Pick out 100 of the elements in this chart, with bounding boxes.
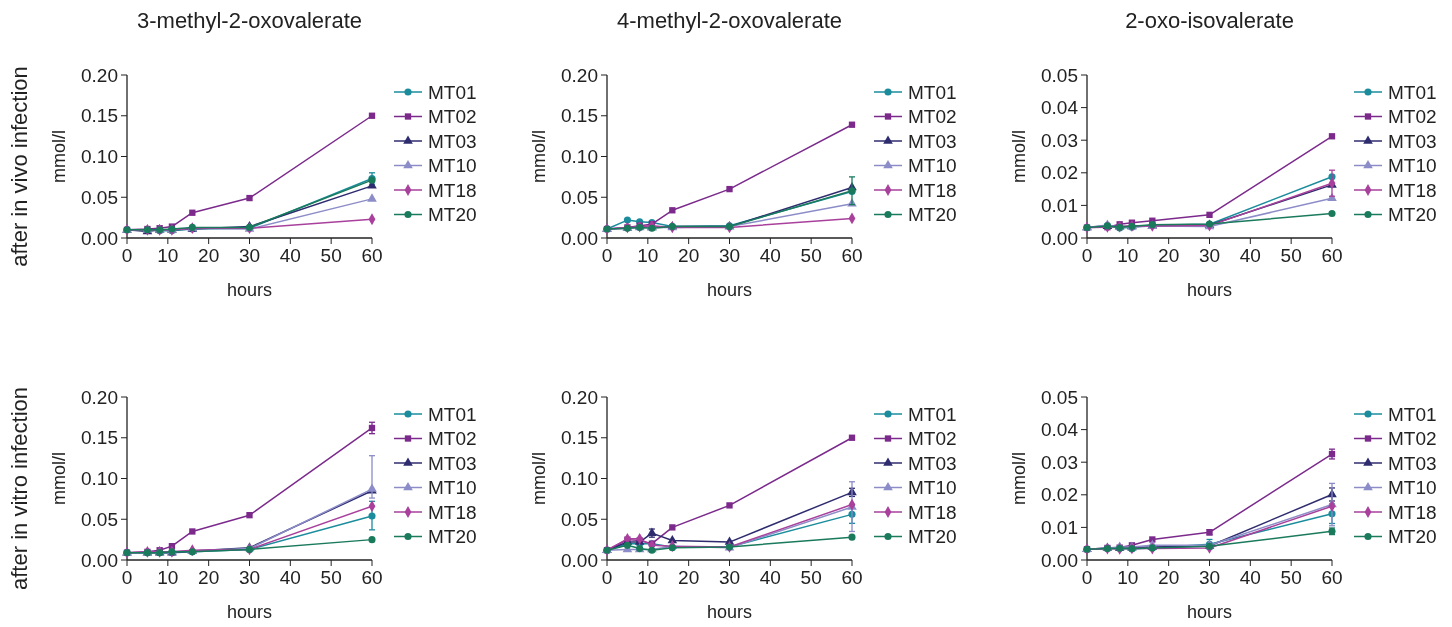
legend-label: MT10 — [1388, 155, 1437, 177]
x-tick-label: 40 — [1239, 245, 1261, 266]
x-tick-label: 30 — [1198, 245, 1221, 266]
chart-title: 4-methyl-2-oxovalerate — [617, 8, 842, 33]
y-tick-label: 0.15 — [561, 105, 598, 127]
legend-label: MT10 — [428, 155, 477, 177]
x-tick-label: 50 — [320, 245, 342, 266]
y-tick-label: 0.05 — [81, 508, 118, 530]
chart-title: 2-oxo-isovalerate — [1125, 8, 1294, 33]
legend-label: MT18 — [1388, 501, 1437, 523]
x-axis-title: hours — [706, 280, 753, 300]
legend-label: MT01 — [908, 81, 957, 103]
y-tick-label: 0.00 — [81, 227, 118, 249]
x-tick-label: 30 — [1198, 567, 1221, 588]
x-tick-label: 50 — [1280, 245, 1302, 266]
y-tick-label: 0.01 — [1041, 195, 1078, 217]
legend-label: MT18 — [1388, 179, 1437, 201]
y-axis-title: mmol/l — [529, 452, 549, 505]
legend-label: MT01 — [428, 81, 477, 103]
y-tick-label: 0.02 — [1041, 484, 1078, 506]
legend-label: MT03 — [428, 452, 477, 474]
y-tick-label: 0.05 — [561, 186, 598, 208]
legend-label: MT03 — [428, 130, 477, 152]
y-axis-title: mmol/l — [49, 130, 69, 183]
x-tick-label: 60 — [1321, 245, 1343, 266]
legend-label: MT02 — [1388, 428, 1437, 450]
x-tick-label: 60 — [841, 567, 863, 588]
y-tick-label: 0.05 — [1041, 64, 1078, 86]
y-tick-label: 0.02 — [1041, 162, 1078, 184]
y-tick-label: 0.15 — [81, 427, 118, 449]
x-tick-label: 10 — [637, 245, 659, 266]
x-tick-label: 30 — [238, 245, 261, 266]
legend-label: MT02 — [908, 428, 957, 450]
y-tick-label: 0.10 — [561, 146, 598, 168]
y-tick-label: 0.00 — [561, 549, 598, 571]
x-tick-label: 40 — [279, 567, 301, 588]
x-axis-title: hours — [1186, 280, 1233, 300]
x-tick-label: 50 — [1280, 567, 1302, 588]
legend-label: MT18 — [908, 179, 957, 201]
legend-label: MT20 — [428, 204, 477, 226]
text: after in vitro infection — [7, 387, 32, 590]
legend-label: MT20 — [908, 526, 957, 548]
y-tick-label: 0.05 — [81, 186, 118, 208]
y-tick-label: 0.20 — [561, 64, 598, 86]
y-tick-label: 0.10 — [561, 468, 598, 490]
y-tick-label: 0.10 — [81, 146, 118, 168]
x-tick-label: 20 — [198, 567, 220, 588]
chart-title: 3-methyl-2-oxovalerate — [137, 8, 362, 33]
y-tick-label: 0.03 — [1041, 129, 1078, 151]
y-tick-label: 0.05 — [1041, 386, 1078, 408]
x-tick-label: 10 — [157, 567, 179, 588]
legend-label: MT10 — [1388, 477, 1437, 499]
x-tick-label: 10 — [637, 567, 659, 588]
legend-label: MT20 — [908, 204, 957, 226]
x-tick-label: 50 — [800, 567, 822, 588]
x-tick-label: 60 — [361, 245, 383, 266]
legend-label: MT10 — [428, 477, 477, 499]
legend-label: MT01 — [1388, 81, 1437, 103]
y-tick-label: 0.20 — [81, 386, 118, 408]
x-tick-label: 30 — [718, 245, 741, 266]
y-axis-title: mmol/l — [49, 452, 69, 505]
y-tick-label: 0.04 — [1041, 97, 1079, 119]
legend-label: MT02 — [428, 106, 477, 128]
y-tick-label: 0.01 — [1041, 517, 1078, 539]
y-tick-label: 0.20 — [561, 386, 598, 408]
x-axis-title: hours — [226, 602, 273, 622]
legend-label: MT03 — [908, 452, 957, 474]
legend-label: MT01 — [908, 403, 957, 425]
legend-label: MT02 — [428, 428, 477, 450]
x-tick-label: 20 — [1158, 567, 1180, 588]
legend-label: MT03 — [1388, 130, 1437, 152]
legend-label: MT20 — [1388, 526, 1437, 548]
x-tick-label: 20 — [198, 245, 220, 266]
legend-label: MT18 — [908, 501, 957, 523]
legend-label: MT02 — [1388, 106, 1437, 128]
x-tick-label: 20 — [1158, 245, 1180, 266]
legend-label: MT02 — [908, 106, 957, 128]
y-tick-label: 0.10 — [81, 468, 118, 490]
y-tick-label: 0.00 — [1041, 549, 1078, 571]
legend-label: MT10 — [908, 477, 957, 499]
y-axis-title: mmol/l — [1009, 452, 1029, 505]
legend-label: MT18 — [428, 501, 477, 523]
legend-label: MT10 — [908, 155, 957, 177]
x-tick-label: 0 — [601, 567, 613, 588]
x-tick-label: 20 — [678, 245, 700, 266]
y-tick-label: 0.05 — [561, 508, 598, 530]
y-tick-label: 0.00 — [81, 549, 118, 571]
x-tick-label: 10 — [157, 245, 179, 266]
x-tick-label: 40 — [279, 245, 301, 266]
legend-label: MT20 — [428, 526, 477, 548]
y-axis-title: mmol/l — [529, 130, 549, 183]
legend-label: MT01 — [1388, 403, 1437, 425]
legend-label: MT03 — [908, 130, 957, 152]
y-axis-title: mmol/l — [1009, 130, 1029, 183]
x-tick-label: 0 — [121, 245, 133, 266]
x-tick-label: 60 — [841, 245, 863, 266]
y-tick-label: 0.04 — [1041, 419, 1079, 441]
x-tick-label: 0 — [601, 245, 613, 266]
x-tick-label: 30 — [718, 567, 741, 588]
x-tick-label: 40 — [1239, 567, 1261, 588]
